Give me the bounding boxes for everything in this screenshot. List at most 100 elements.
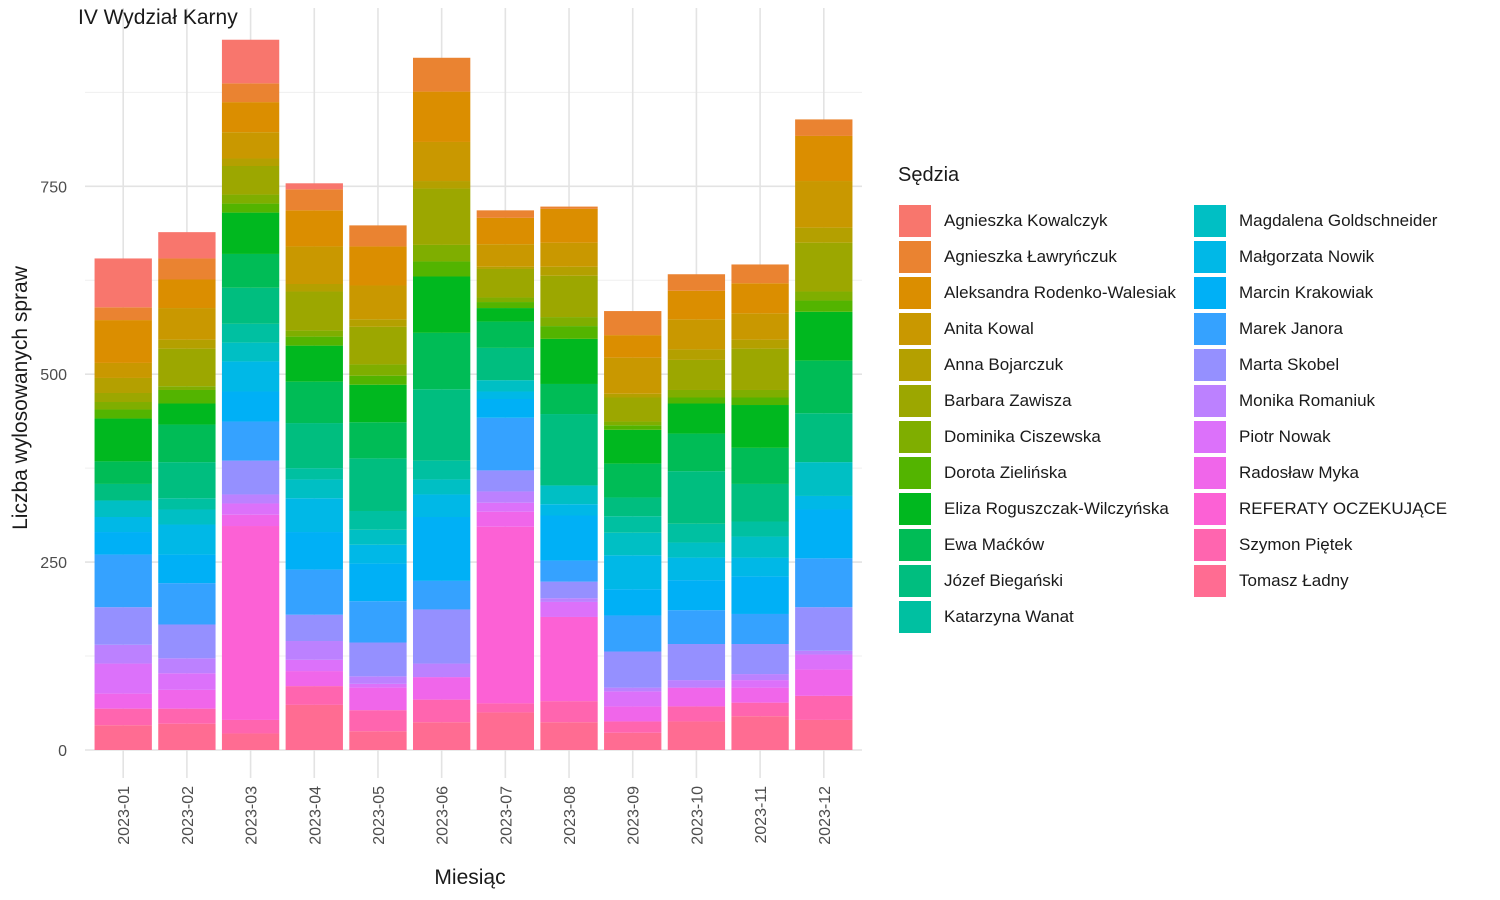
legend-item: Anna Bojarczuk [898, 347, 1193, 383]
bar-segment [158, 279, 216, 309]
bar-segment [94, 377, 152, 393]
legend-item: Piotr Nowak [1193, 419, 1488, 455]
bar-segment [731, 405, 789, 448]
legend-label: Anita Kowal [944, 319, 1034, 338]
bar-segment [795, 291, 853, 301]
bar-segment [94, 307, 152, 321]
bar-segment [349, 422, 407, 459]
legend-label: REFERATY OCZEKUJĄCE [1239, 499, 1448, 518]
x-axis-label: Miesiąc [434, 866, 506, 889]
bar-segment [731, 521, 789, 537]
bar-segment [667, 680, 726, 688]
bar-segment [285, 210, 343, 247]
bar-segment [412, 276, 471, 333]
legend-label: Szymon Piętek [1239, 535, 1353, 554]
bar-segment [94, 483, 152, 501]
bar-segment [731, 339, 789, 349]
bar-segment [285, 345, 343, 382]
bar-segment [476, 308, 535, 322]
bar-segment [221, 132, 280, 159]
legend-label: Barbara Zawisza [944, 391, 1072, 410]
legend-label: Marek Janora [1239, 319, 1343, 338]
bar-segment [604, 651, 662, 688]
bar-segment [94, 500, 152, 518]
legend-swatch [1193, 456, 1227, 490]
bar-segment [221, 212, 280, 254]
bar-segment [604, 589, 662, 616]
bar-segment [94, 409, 152, 419]
bar-segment [94, 725, 152, 750]
bar-segment [667, 557, 726, 581]
bar-segment [731, 283, 789, 314]
legend-item: Dorota Zielińska [898, 455, 1193, 491]
bar-segment [667, 290, 726, 320]
bar-segment [667, 580, 726, 611]
bar-segment [604, 335, 662, 358]
bar-segment [795, 135, 853, 182]
bar-segment [604, 687, 662, 692]
bar-segment [476, 297, 535, 303]
bar-segment [349, 384, 407, 423]
bar-segment [349, 563, 407, 602]
bar-segment [349, 319, 407, 327]
legend-item: Dominika Ciszewska [898, 419, 1193, 455]
bar-segment [476, 380, 535, 392]
legend-item: Agnieszka Ławryńczuk [898, 239, 1193, 275]
legend-item: Szymon Piętek [1193, 527, 1488, 563]
x-tick-label: 2023-03 [244, 786, 261, 845]
bar-segment [349, 246, 407, 286]
bar-segment [158, 509, 216, 525]
bar-segment [412, 261, 471, 277]
bar-segment [731, 348, 789, 390]
bar-segment [795, 462, 853, 496]
bar-segment [94, 362, 152, 378]
legend-swatch [898, 384, 932, 418]
bar-segment [412, 181, 471, 189]
legend-swatch [1193, 528, 1227, 562]
bar-segment [285, 381, 343, 424]
bar-segment [731, 557, 789, 577]
bar-segment [412, 141, 471, 182]
legend-swatch [1193, 348, 1227, 382]
bar-segment [221, 102, 280, 133]
bar-segment [221, 361, 280, 392]
legend-label: Eliza Roguszczak-Wilczyńska [944, 499, 1169, 518]
bar-segment [285, 336, 343, 346]
legend-swatch [898, 456, 932, 490]
legend-swatch [1193, 312, 1227, 346]
bar-segment [349, 326, 407, 365]
bar-segment [540, 338, 598, 384]
legend-swatch [1193, 384, 1227, 418]
bar-segment [476, 470, 535, 492]
bar-segment [540, 383, 598, 415]
bar-segment [221, 503, 280, 515]
bar-segment [221, 391, 280, 422]
x-tick-label: 2023-11 [753, 786, 770, 844]
bar-segment [412, 609, 471, 664]
bar-segment [540, 722, 598, 750]
bar-segment [604, 357, 662, 394]
bar-segment [285, 614, 343, 642]
bar-segment [221, 342, 280, 362]
legend-item: Aleksandra Rodenko-Walesiak [898, 275, 1193, 311]
x-tick-label: 2023-12 [817, 786, 834, 845]
legend-item: Eliza Roguszczak-Wilczyńska [898, 491, 1193, 527]
legend-swatch [1193, 420, 1227, 454]
legend-item: Barbara Zawisza [898, 383, 1193, 419]
bar-segment [412, 332, 471, 390]
bar-segment [158, 689, 216, 709]
bar-segment [349, 375, 407, 385]
legend-item: Magdalena Goldschneider [1193, 203, 1488, 239]
bar-segment [604, 721, 662, 733]
bar-segment [795, 119, 853, 136]
bar-segment [476, 244, 535, 267]
bar-segment [667, 471, 726, 524]
bar-segment [731, 716, 789, 750]
legend-label: Małgorzata Nowik [1239, 247, 1375, 266]
legend-label: Monika Romaniuk [1239, 391, 1376, 410]
legend-column-2: Magdalena Goldschneider Małgorzata Nowik M… [1193, 203, 1488, 635]
bar-segment [349, 285, 407, 320]
bar-segment [731, 536, 789, 558]
bar-segment [158, 339, 216, 349]
bar-segment [540, 485, 598, 505]
